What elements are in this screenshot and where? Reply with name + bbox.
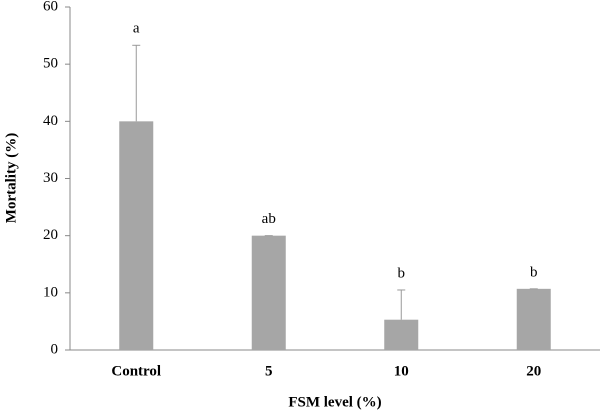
significance-letter: ab xyxy=(262,211,276,227)
x-tick-label: 5 xyxy=(265,363,273,379)
bar xyxy=(119,121,154,350)
y-tick-label: 30 xyxy=(43,170,58,186)
bar xyxy=(384,319,419,350)
x-axis-label: FSM level (%) xyxy=(288,394,381,410)
y-axis-label: Mortality (%) xyxy=(3,133,19,223)
significance-letter: a xyxy=(133,21,140,37)
y-tick-label: 20 xyxy=(43,227,58,243)
significance-letter: b xyxy=(398,265,406,281)
y-tick-label: 10 xyxy=(43,284,58,300)
y-tick-label: 0 xyxy=(51,341,59,357)
y-tick-label: 50 xyxy=(43,56,58,72)
bar xyxy=(251,235,286,350)
x-tick-label: 20 xyxy=(526,363,541,379)
bar xyxy=(516,288,551,350)
y-tick-label: 60 xyxy=(43,0,58,14)
error-bar xyxy=(132,44,141,122)
y-tick-label: 40 xyxy=(43,113,58,129)
error-bar xyxy=(397,289,406,320)
x-tick-label: Control xyxy=(111,363,161,379)
significance-letter: b xyxy=(530,264,538,280)
x-tick-label: 10 xyxy=(394,363,409,379)
